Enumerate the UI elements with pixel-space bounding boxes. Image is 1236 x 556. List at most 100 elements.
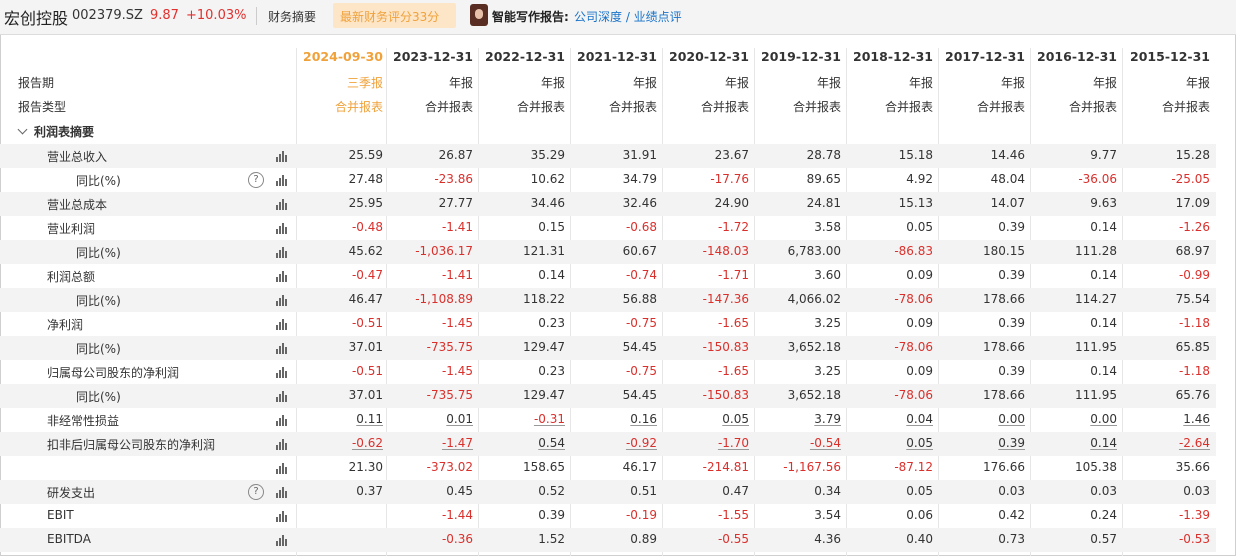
bar-chart-icon[interactable] (276, 343, 287, 354)
table-cell: 0.14 (1090, 364, 1117, 378)
table-cell: 1.46 (1183, 412, 1210, 426)
column-date[interactable]: 2019-12-31 (761, 49, 841, 64)
column-period: 年报 (448, 76, 473, 90)
bar-chart-icon[interactable] (276, 463, 287, 474)
column-report-type: 合并报表 (884, 100, 933, 114)
table-cell: 6,783.00 (787, 244, 841, 258)
bar-chart-icon[interactable] (276, 415, 287, 426)
table-cell: -148.03 (702, 244, 749, 258)
table-row: 扣非后归属母公司股东的净利润 -0.62 -1.47 0.54 -0.92 -1.70 -0… (0, 432, 1216, 456)
table-cell: 89.65 (806, 172, 841, 186)
table-row: 同比(%) 46.47 -1,108.89 118.22 56.88 -147.36 4,0… (0, 288, 1216, 312)
row-label: 同比(%) (76, 174, 121, 188)
table-cell: 35.66 (1175, 460, 1210, 474)
table-cell: 25.59 (348, 148, 383, 162)
table-cell: 178.66 (983, 292, 1025, 306)
table-cell: 9.63 (1090, 196, 1117, 210)
bar-chart-icon[interactable] (276, 175, 287, 186)
table-cell: -87.12 (894, 460, 933, 474)
table-cell: 0.39 (998, 268, 1025, 282)
table-cell: -1,167.56 (783, 460, 841, 474)
table-cell: -0.53 (1178, 532, 1210, 546)
score-badge[interactable] (333, 3, 456, 28)
table-cell: 178.66 (983, 388, 1025, 402)
help-icon[interactable]: ? (248, 172, 264, 188)
bar-chart-icon[interactable] (276, 535, 287, 546)
ai-report-links[interactable]: 公司深度 / 业绩点评 (574, 10, 682, 24)
column-date[interactable]: 2020-12-31 (669, 49, 749, 64)
table-cell: -214.81 (702, 460, 749, 474)
table-cell: 46.17 (622, 460, 657, 474)
table-cell: -25.05 (1171, 172, 1210, 186)
bar-chart-icon[interactable] (276, 271, 287, 282)
table-cell: -1.45 (441, 316, 473, 330)
bar-chart-icon[interactable] (276, 391, 287, 402)
table-cell: 0.09 (906, 268, 933, 282)
table-row: 归属母公司股东的净利润 -0.51 -1.45 0.23 -0.75 -1.65 3.25 0… (0, 360, 1216, 384)
table-cell: 0.00 (998, 412, 1025, 426)
row-label: EBITDA (47, 532, 91, 546)
table-cell: -0.51 (351, 364, 383, 378)
table-cell: -1.70 (717, 436, 749, 450)
column-date[interactable]: 2016-12-31 (1037, 49, 1117, 64)
table-cell: 0.05 (722, 412, 749, 426)
column-period: 年报 (1092, 76, 1117, 90)
bar-chart-icon[interactable] (276, 511, 287, 522)
bar-chart-icon[interactable] (276, 247, 287, 258)
table-cell: -2.64 (1178, 436, 1210, 450)
bar-chart-icon[interactable] (276, 151, 287, 162)
table-cell: -147.36 (702, 292, 749, 306)
table-cell: -0.54 (809, 436, 841, 450)
table-cell: 24.81 (806, 196, 841, 210)
table-cell: -0.51 (351, 316, 383, 330)
table-row: 同比(%) 37.01 -735.75 129.47 54.45 -150.83 3,652… (0, 384, 1216, 408)
table-row: 净利润 -0.51 -1.45 0.23 -0.75 -1.65 3.25 0.09 0.39 0… (0, 312, 1216, 336)
help-icon[interactable]: ? (248, 484, 264, 500)
table-cell: 0.23 (538, 364, 565, 378)
column-report-type: 合并报表 (792, 100, 841, 114)
table-cell: -1.41 (441, 220, 473, 234)
tab-financial-summary[interactable]: 财务摘要 (268, 10, 317, 24)
bar-chart-icon[interactable] (276, 367, 287, 378)
table-cell: -0.75 (625, 364, 657, 378)
table-cell: -0.36 (441, 532, 473, 546)
table-cell: -78.06 (894, 388, 933, 402)
bar-chart-icon[interactable] (276, 439, 287, 450)
row-label: 非经常性损益 (47, 414, 120, 428)
column-date[interactable]: 2018-12-31 (853, 49, 933, 64)
table-cell: -0.75 (625, 316, 657, 330)
bar-chart-icon[interactable] (276, 295, 287, 306)
bar-chart-icon[interactable] (276, 223, 287, 234)
table-cell: 3.25 (814, 316, 841, 330)
column-period: 年报 (816, 76, 841, 90)
column-date[interactable]: 2022-12-31 (485, 49, 565, 64)
column-report-type: 合并报表 (608, 100, 657, 114)
bar-chart-icon[interactable] (276, 487, 287, 498)
column-date[interactable]: 2024-09-30 (303, 49, 383, 64)
column-report-type: 合并报表 (424, 100, 473, 114)
row-label: EBIT (47, 508, 74, 522)
table-cell: 54.45 (622, 340, 657, 354)
table-cell: 0.04 (906, 412, 933, 426)
column-date[interactable]: 2023-12-31 (393, 49, 473, 64)
table-cell: 0.89 (630, 532, 657, 546)
table-cell: 0.14 (1090, 436, 1117, 450)
bar-chart-icon[interactable] (276, 319, 287, 330)
section-title[interactable]: 利润表摘要 (34, 125, 95, 139)
table-cell: 27.48 (348, 172, 383, 186)
column-date[interactable]: 2021-12-31 (577, 49, 657, 64)
table-cell: 3.79 (814, 412, 841, 426)
table-cell: -0.62 (351, 436, 383, 450)
bar-chart-icon[interactable] (276, 199, 287, 210)
table-cell: 24.90 (714, 196, 749, 210)
table-cell: 0.37 (356, 484, 383, 498)
table-cell: -1.18 (1178, 316, 1210, 330)
table-cell: -17.76 (710, 172, 749, 186)
stock-name: 宏创控股 (4, 9, 69, 28)
table-cell: -1.55 (717, 508, 749, 522)
column-date[interactable]: 2017-12-31 (945, 49, 1025, 64)
column-date[interactable]: 2015-12-31 (1130, 49, 1210, 64)
table-cell: 0.34 (814, 484, 841, 498)
table-cell: 176.66 (983, 460, 1025, 474)
table-cell: 0.14 (1090, 316, 1117, 330)
